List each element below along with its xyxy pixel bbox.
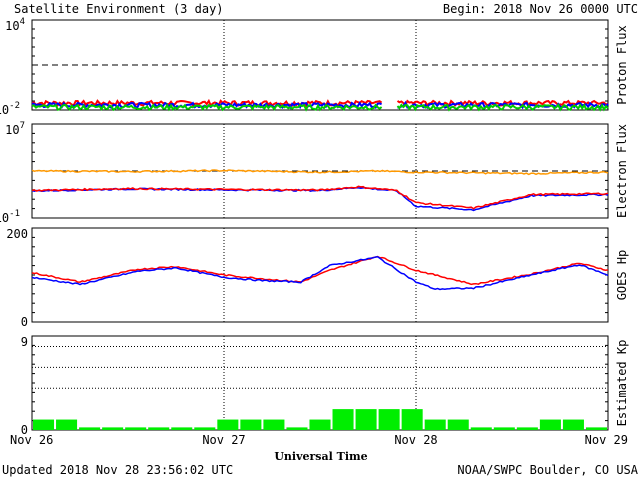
panels-group: 104 10-2 Proton Flux 107 10-1 Electron Flux 20… [0, 17, 629, 437]
electron-panel: 107 10-1 Electron Flux [0, 121, 629, 225]
kp-bar [286, 427, 308, 430]
begin-time: Begin: 2018 Nov 26 0000 UTC [443, 2, 638, 16]
proton-y-tick-label: 10-2 [0, 101, 20, 117]
kp-bar [125, 427, 147, 430]
kp-bar [309, 419, 331, 430]
x-tick-label: Nov 29 [585, 433, 628, 447]
kp-y-axis-label: Estimated Kp [615, 340, 629, 427]
kp-bar [102, 427, 124, 430]
proton-panel: 104 10-2 Proton Flux [0, 17, 629, 117]
x-tick-label: Nov 26 [10, 433, 53, 447]
electron-frame [31, 123, 609, 219]
electron-series-line [31, 185, 609, 210]
kp-bar [401, 409, 423, 430]
goes_hp-y-tick-label: 0 [21, 315, 28, 329]
x-tick-labels: Nov 26 Nov 27 Nov 28 Nov 29 [10, 433, 628, 447]
kp-bar [562, 419, 584, 430]
kp-bar [332, 409, 354, 430]
credit: NOAA/SWPC Boulder, CO USA [457, 463, 638, 477]
kp-bar [516, 427, 538, 430]
kp-bar [194, 427, 216, 430]
x-tick-label: Nov 27 [202, 433, 245, 447]
kp-bar [79, 427, 101, 430]
goes_hp-series-line [31, 256, 609, 291]
kp-bar [33, 419, 55, 430]
kp-bar [171, 427, 193, 430]
electron-y-axis-label: Electron Flux [615, 124, 629, 218]
x-tick-label: Nov 28 [394, 433, 437, 447]
goes_hp-panel: 200 0 GOES Hp [6, 227, 629, 329]
chart-title: Satellite Environment (3 day) [14, 2, 224, 16]
kp-panel: 9 0 Estimated Kp [21, 335, 629, 437]
kp-bar [263, 419, 285, 430]
proton-y-axis-label: Proton Flux [615, 25, 629, 104]
kp-frame [31, 335, 609, 431]
kp-bar [470, 427, 492, 430]
kp-bar [56, 419, 78, 430]
kp-bar [217, 419, 239, 430]
electron-series-line [31, 187, 609, 212]
kp-bar [585, 427, 607, 430]
kp-y-tick-label: 0 [21, 423, 28, 437]
kp-bar [424, 419, 446, 430]
electron-y-tick-label: 107 [5, 121, 25, 137]
kp-bar [148, 427, 170, 430]
electron-y-tick-label: 10-1 [0, 209, 20, 225]
proton-y-tick-label: 104 [5, 17, 25, 33]
kp-bar [378, 409, 400, 430]
kp-bar [240, 419, 262, 430]
kp-y-tick-label: 9 [21, 335, 28, 349]
kp-bar [447, 419, 469, 430]
proton-series-line [31, 102, 609, 112]
kp-bar [539, 419, 561, 430]
goes_hp-series-line [31, 255, 609, 286]
electron-series-line [31, 169, 609, 176]
updated-time: Updated 2018 Nov 28 23:56:02 UTC [2, 463, 233, 477]
kp-bar [493, 427, 515, 430]
x-axis-label: Universal Time [274, 450, 367, 463]
goes_hp-y-tick-label: 200 [6, 227, 28, 241]
kp-bar [355, 409, 377, 430]
proton-frame [31, 19, 609, 111]
goes_hp-y-axis-label: GOES Hp [615, 250, 629, 301]
